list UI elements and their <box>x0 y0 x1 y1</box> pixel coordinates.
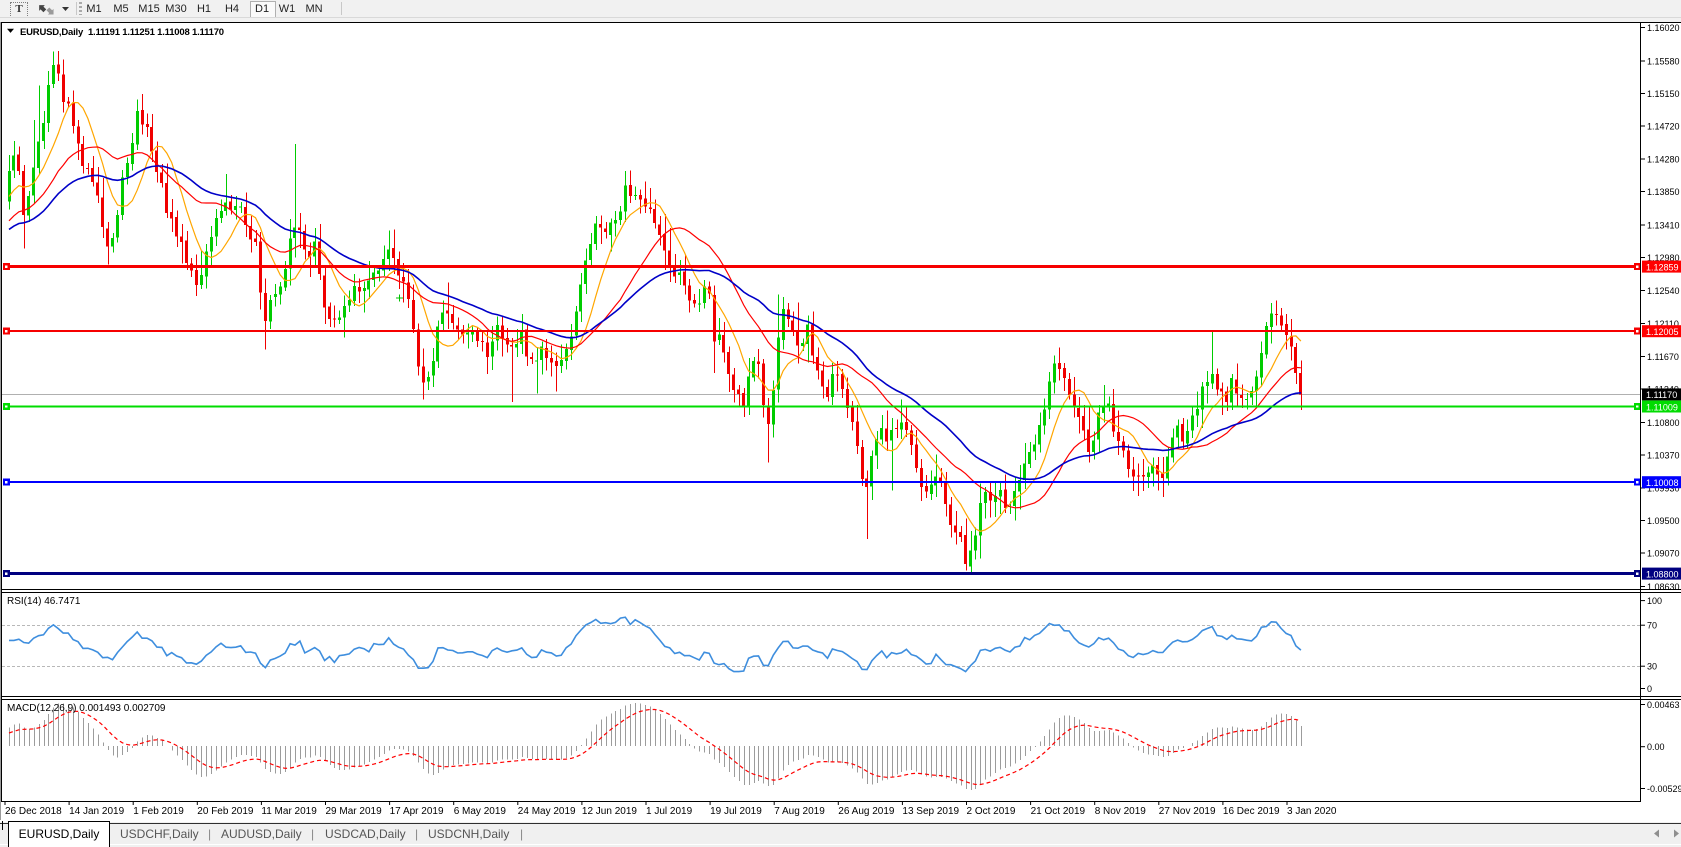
svg-text:70: 70 <box>1647 621 1657 631</box>
svg-text:0.00463: 0.00463 <box>1647 700 1680 710</box>
svg-text:1.10800: 1.10800 <box>1647 418 1680 428</box>
svg-text:26 Dec 2018: 26 Dec 2018 <box>5 806 62 817</box>
svg-text:1.09930: 1.09930 <box>1647 484 1680 494</box>
svg-text:1 Feb 2019: 1 Feb 2019 <box>133 806 184 817</box>
svg-text:EURUSD,Daily 1.11191 1.11251: EURUSD,Daily 1.11191 1.11251 1.11008 1.1… <box>20 27 224 38</box>
svg-text:1.09500: 1.09500 <box>1647 516 1680 526</box>
svg-text:0.00: 0.00 <box>1647 742 1665 752</box>
svg-text:8 Nov 2019: 8 Nov 2019 <box>1095 806 1147 817</box>
svg-text:13 Sep 2019: 13 Sep 2019 <box>902 806 959 817</box>
svg-text:29 Mar 2019: 29 Mar 2019 <box>326 806 383 817</box>
svg-text:1.11670: 1.11670 <box>1647 352 1679 362</box>
svg-text:-0.00529: -0.00529 <box>1647 784 1681 794</box>
svg-text:1.15150: 1.15150 <box>1647 89 1680 99</box>
svg-text:12 Jun 2019: 12 Jun 2019 <box>582 806 637 817</box>
svg-text:1.10370: 1.10370 <box>1647 450 1680 460</box>
svg-text:17 Apr 2019: 17 Apr 2019 <box>390 806 444 817</box>
svg-text:1.14280: 1.14280 <box>1647 155 1680 165</box>
svg-text:1.12540: 1.12540 <box>1647 286 1680 296</box>
svg-text:21 Oct 2019: 21 Oct 2019 <box>1031 806 1086 817</box>
svg-text:1.16020: 1.16020 <box>1647 23 1680 33</box>
svg-text:1.11009: 1.11009 <box>1646 402 1678 412</box>
svg-text:19 Jul 2019: 19 Jul 2019 <box>710 806 762 817</box>
svg-text:1.13850: 1.13850 <box>1647 187 1680 197</box>
svg-text:MACD(12,26,9) 0.001493 0.00270: MACD(12,26,9) 0.001493 0.002709 <box>7 703 166 714</box>
svg-text:1.13410: 1.13410 <box>1647 220 1680 230</box>
svg-text:1.12980: 1.12980 <box>1647 253 1680 263</box>
svg-text:1 Jul 2019: 1 Jul 2019 <box>646 806 693 817</box>
svg-text:0: 0 <box>1647 684 1652 694</box>
svg-text:1.09070: 1.09070 <box>1647 549 1680 559</box>
svg-text:7 Aug 2019: 7 Aug 2019 <box>774 806 825 817</box>
svg-text:26 Aug 2019: 26 Aug 2019 <box>838 806 895 817</box>
svg-text:30: 30 <box>1647 662 1657 672</box>
svg-text:16 Dec 2019: 16 Dec 2019 <box>1223 806 1280 817</box>
svg-text:1.12859: 1.12859 <box>1646 262 1679 272</box>
svg-text:20 Feb 2019: 20 Feb 2019 <box>197 806 254 817</box>
svg-text:1.08800: 1.08800 <box>1646 569 1679 579</box>
svg-text:1.10008: 1.10008 <box>1646 478 1679 488</box>
svg-text:1.08630: 1.08630 <box>1647 582 1680 592</box>
svg-text:3 Jan 2020: 3 Jan 2020 <box>1287 806 1337 817</box>
svg-text:1.12005: 1.12005 <box>1646 327 1679 337</box>
svg-text:1.15580: 1.15580 <box>1647 56 1680 66</box>
svg-text:1.11170: 1.11170 <box>1646 390 1677 400</box>
svg-text:2 Oct 2019: 2 Oct 2019 <box>967 806 1016 817</box>
svg-text:1.14720: 1.14720 <box>1647 121 1680 131</box>
svg-text:6 May 2019: 6 May 2019 <box>454 806 507 817</box>
svg-text:14 Jan 2019: 14 Jan 2019 <box>69 806 124 817</box>
svg-text:27 Nov 2019: 27 Nov 2019 <box>1159 806 1216 817</box>
svg-text:11 Mar 2019: 11 Mar 2019 <box>261 806 317 817</box>
svg-text:100: 100 <box>1647 596 1662 606</box>
svg-text:1.12110: 1.12110 <box>1647 319 1679 329</box>
svg-text:24 May 2019: 24 May 2019 <box>518 806 576 817</box>
svg-text:RSI(14) 46.7471: RSI(14) 46.7471 <box>7 596 81 607</box>
